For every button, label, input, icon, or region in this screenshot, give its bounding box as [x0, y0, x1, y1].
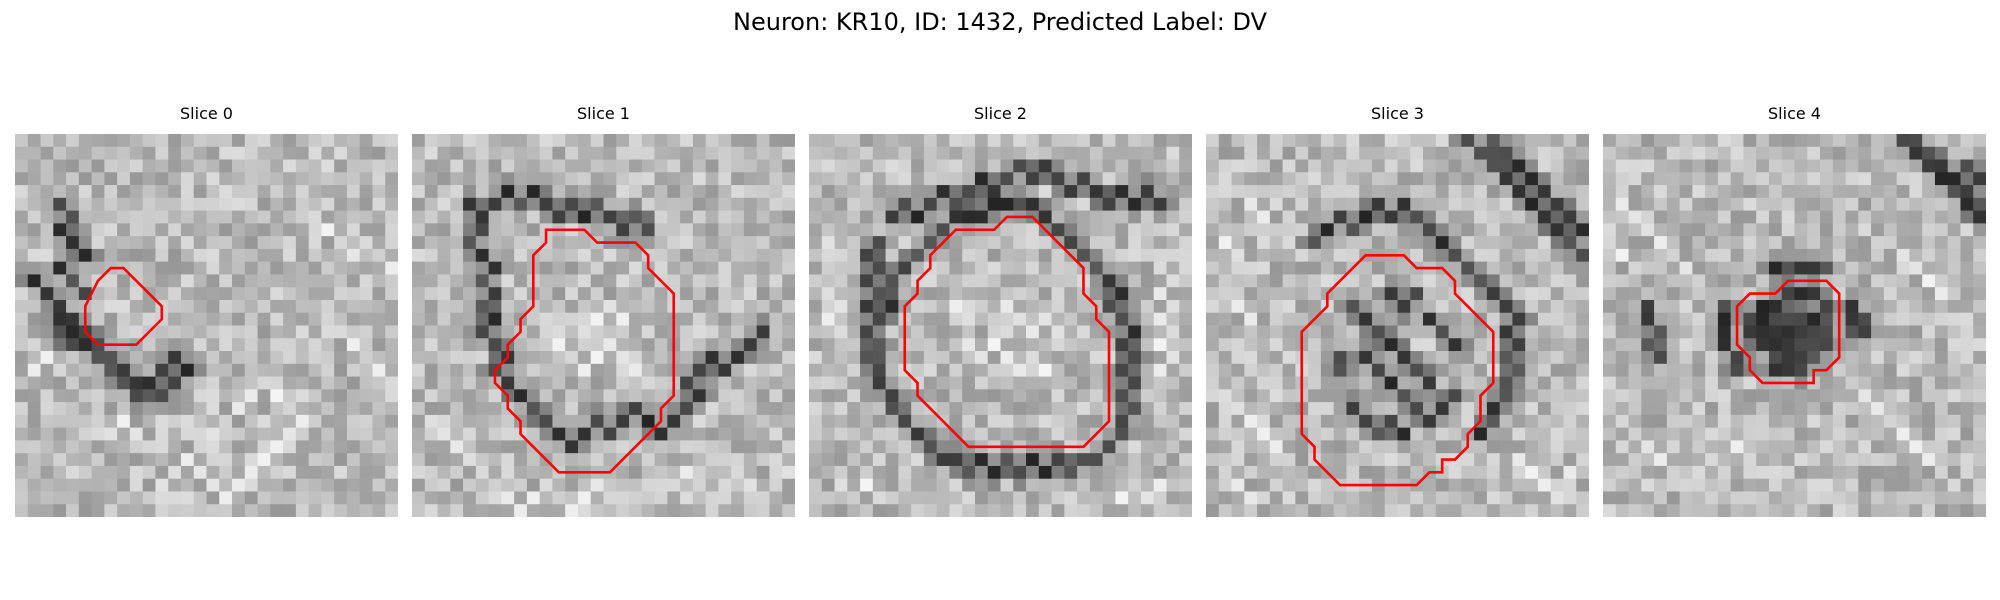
pixel-grid	[809, 134, 1192, 517]
figure-title: Neuron: KR10, ID: 1432, Predicted Label:…	[733, 8, 1267, 36]
pixel-grid	[1603, 134, 1986, 517]
slice-title-1: Slice 1	[577, 104, 630, 123]
slice-image-4	[1603, 134, 1986, 517]
slice-image-2	[809, 134, 1192, 517]
slice-panel-4: Slice 4	[1603, 104, 1986, 517]
pixel-grid	[412, 134, 795, 517]
pixel-grid	[1206, 134, 1589, 517]
slice-image-3	[1206, 134, 1589, 517]
roi-contour	[493, 228, 676, 474]
slice-title-3: Slice 3	[1371, 104, 1424, 123]
slice-panel-3: Slice 3	[1206, 104, 1589, 517]
slice-panel-2: Slice 2	[809, 104, 1192, 517]
roi-contour	[83, 266, 164, 346]
slice-image-0	[15, 134, 398, 517]
roi-contour	[903, 215, 1111, 449]
pixel-grid	[15, 134, 398, 517]
slice-panel-0: Slice 0	[15, 104, 398, 517]
slice-title-2: Slice 2	[974, 104, 1027, 123]
slice-panel-1: Slice 1	[412, 104, 795, 517]
roi-contour	[1300, 253, 1495, 487]
slice-title-0: Slice 0	[180, 104, 233, 123]
slice-title-4: Slice 4	[1768, 104, 1821, 123]
slice-image-1	[412, 134, 795, 517]
roi-contour	[1735, 279, 1841, 385]
